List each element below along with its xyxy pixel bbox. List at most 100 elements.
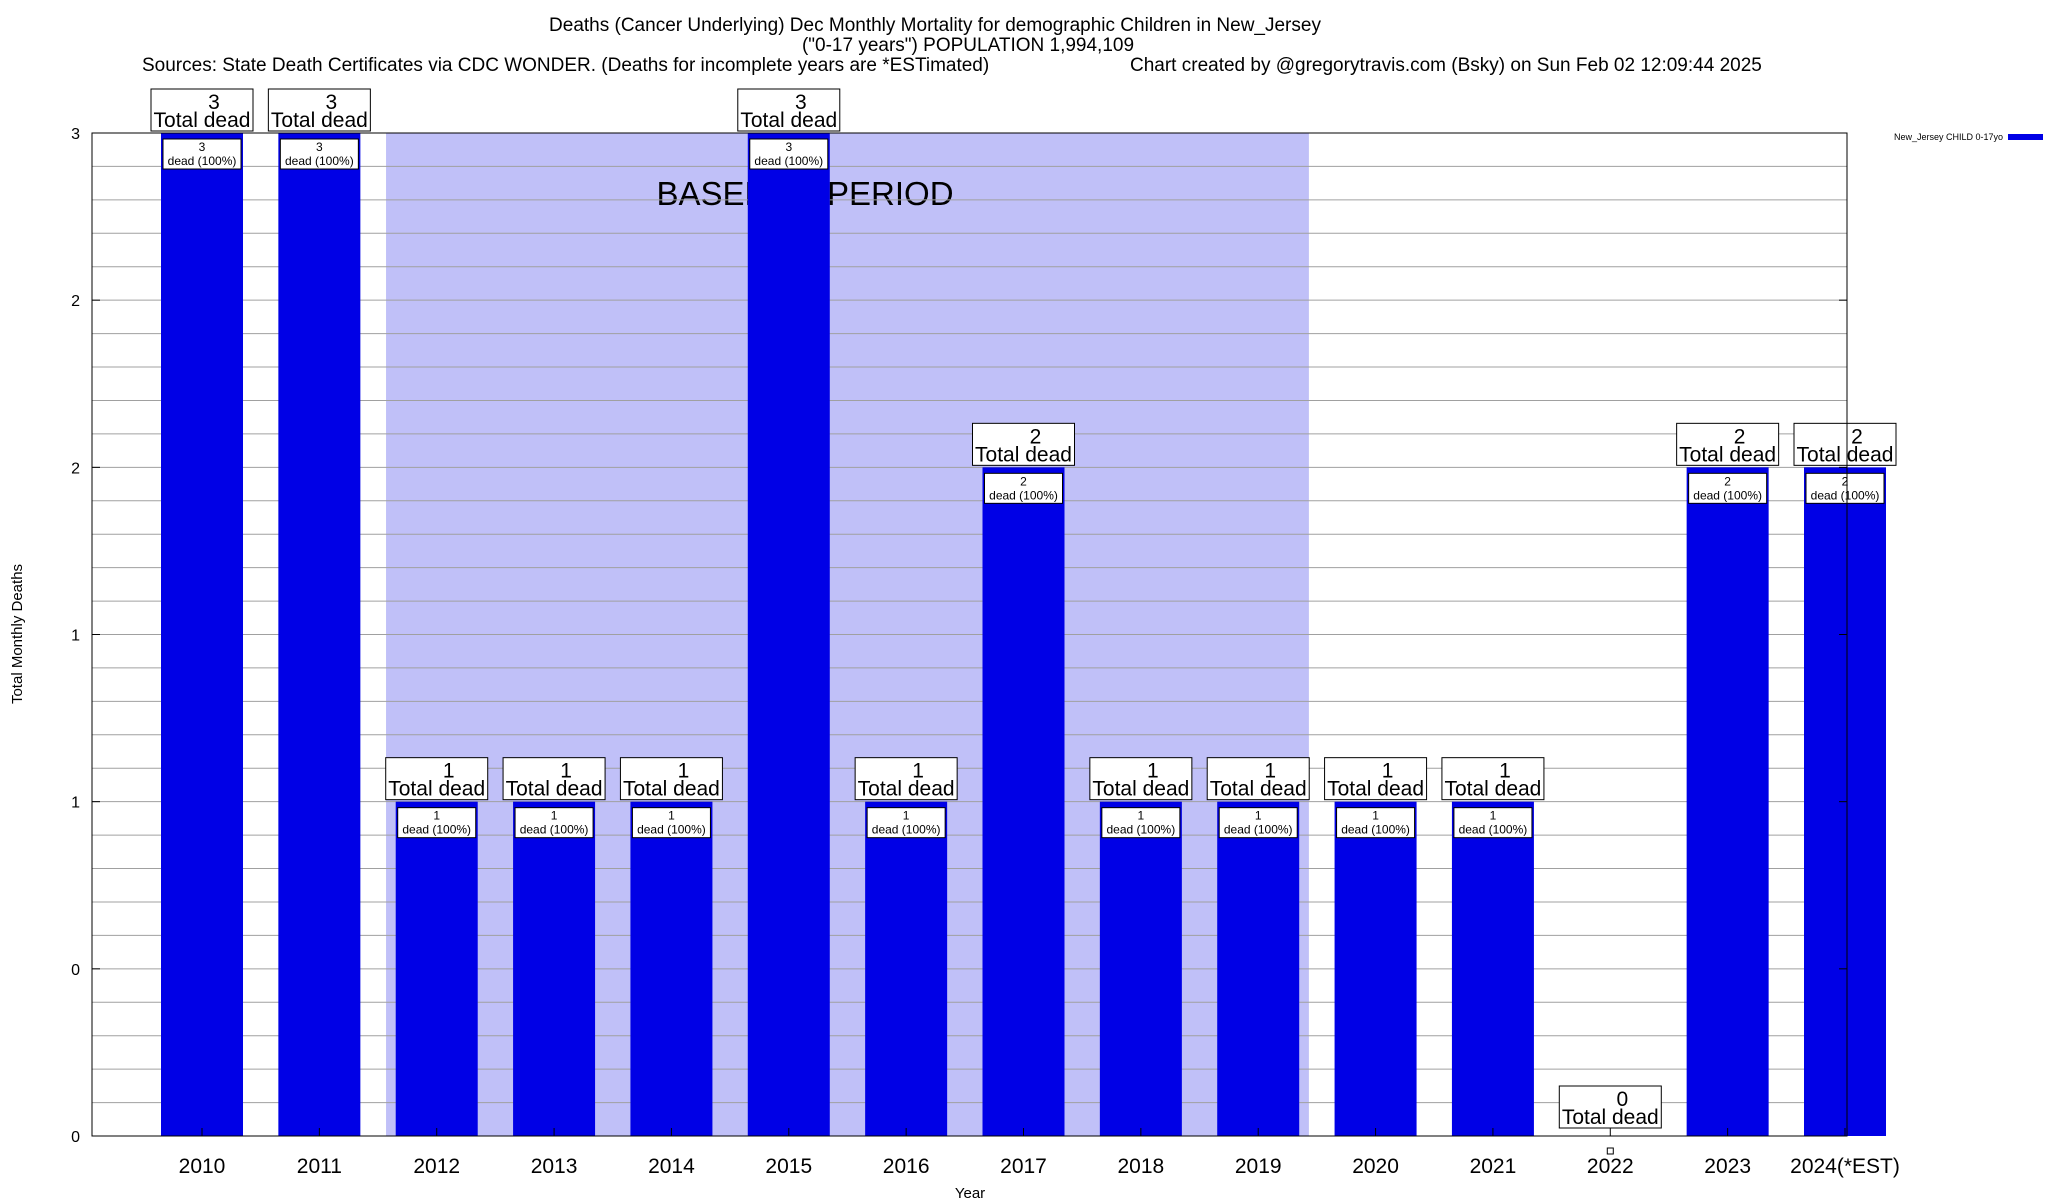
bar-total-label: Total dead [623,778,720,801]
bar-total-label: Total dead [1210,778,1307,801]
bar-inner-label: dead (100%) [1341,823,1410,837]
bar-total-value: 3 [795,91,807,114]
x-tick-label: 2013 [531,1155,578,1178]
bar-total-label: Total dead [1444,778,1541,801]
bar [982,467,1065,1136]
y-tick-label: 0 [71,962,80,979]
bar-inner-label-box [1218,807,1298,839]
bar-total-label: Total dead [271,109,368,132]
x-tick-label: 2023 [1704,1155,1751,1178]
bar-inner-label: dead (100%) [1106,823,1175,837]
x-tick-label: 2011 [297,1155,342,1178]
y-tick-label: 0 [71,1129,80,1146]
bar-total-value: 3 [326,91,338,114]
bar [747,133,830,1136]
grid-lines [92,165,1847,1104]
bar-total-value: 1 [1147,760,1159,783]
bar-inner-label-box [631,807,711,839]
bar-total-label-box [1089,757,1193,801]
bar-total-label-box [1558,1085,1662,1129]
bar-total-value: 3 [208,91,220,114]
x-axis-label: Year [955,1185,985,1200]
bar-total-value: 2 [1851,425,1863,448]
bar-inner-value: 1 [1372,809,1379,823]
bar-inner-value: 1 [668,809,675,823]
y-axis-ticks: 0 0 1 1 2 2 3 [71,126,1847,1146]
bar-inner-label-box [1101,807,1181,839]
bar-total-value: 2 [1734,425,1746,448]
bar-inner-label: dead (100%) [872,823,941,837]
y-tick-label: 2 [71,293,80,310]
y-tick-label: 1 [71,628,80,645]
bar-inner-label: dead (100%) [285,154,354,168]
bar-total-label-box [1206,757,1310,801]
bar-inner-value: 1 [1490,809,1497,823]
y-tick-label: 3 [71,126,80,143]
bar-total-value: 1 [443,760,455,783]
x-tick-label: 2014 [648,1155,695,1178]
bar [1334,801,1417,1136]
bar-inner-label: dead (100%) [1693,488,1762,502]
bar-total-label-box [737,88,841,132]
bar-total-label: Total dead [154,109,251,132]
bar-total-label-box [1676,422,1780,466]
bar-total-label: Total dead [506,778,603,801]
chart-credit: Chart created by @gregorytravis.com (Bsk… [1130,55,1762,76]
bar-inner-label-box [162,138,242,170]
x-tick-label: 2010 [179,1155,226,1178]
bar-inner-value: 3 [316,140,323,154]
bar-inner-label-box [1688,472,1768,504]
bar [1451,801,1534,1136]
bar-inner-value: 1 [903,809,910,823]
y-tick-label: 1 [71,795,80,812]
bar-total-label: Total dead [858,778,955,801]
bar-total-label-box [854,757,958,801]
bar-inner-label-box [397,807,477,839]
bar-total-value: 0 [1616,1088,1628,1111]
bar-total-label-box [1324,757,1428,801]
y-axis-label: Total Monthly Deaths [9,564,26,704]
bar-inner-value: 1 [551,809,558,823]
x-tick-label: 2022 [1587,1155,1634,1178]
bar-inner-label: dead (100%) [1811,488,1880,502]
bar-total-value: 1 [678,760,690,783]
x-tick-label: 2012 [413,1155,460,1178]
chart-title-line-1: Deaths (Cancer Underlying) Dec Monthly M… [549,15,1321,36]
legend-swatch [2008,134,2043,140]
bar-inner-value: 2 [1842,474,1849,488]
bar-inner-label: dead (100%) [637,823,706,837]
bar-inner-label-box [279,138,359,170]
legend-label: New_Jersey CHILD 0-17yo [1894,132,2003,142]
bar-total-label: Total dead [1327,778,1424,801]
x-tick-label: 2020 [1352,1155,1399,1178]
bar-total-label: Total dead [1562,1106,1659,1129]
x-tick-label: 2024(*EST) [1790,1155,1900,1178]
bar-inner-value: 1 [433,809,440,823]
bar-total-label-box [385,757,489,801]
bar-total-value: 1 [1382,760,1394,783]
bar-inner-label-box [866,807,946,839]
bar-inner-label: dead (100%) [754,154,823,168]
x-tick-label: 2019 [1235,1155,1282,1178]
bar-inner-label-box [984,472,1063,504]
bar-total-label-box [1441,757,1545,801]
bar-total-label-box [502,757,606,801]
bar-inner-label-box [1805,472,1885,504]
bar-total-label-box [1793,422,1897,466]
bar [395,801,478,1136]
bar-total-label-box [150,88,254,132]
y-tick-label: 2 [71,460,80,477]
bar [1099,801,1182,1136]
bar-inner-value: 2 [1020,474,1027,488]
bar-total-value: 1 [1499,760,1511,783]
